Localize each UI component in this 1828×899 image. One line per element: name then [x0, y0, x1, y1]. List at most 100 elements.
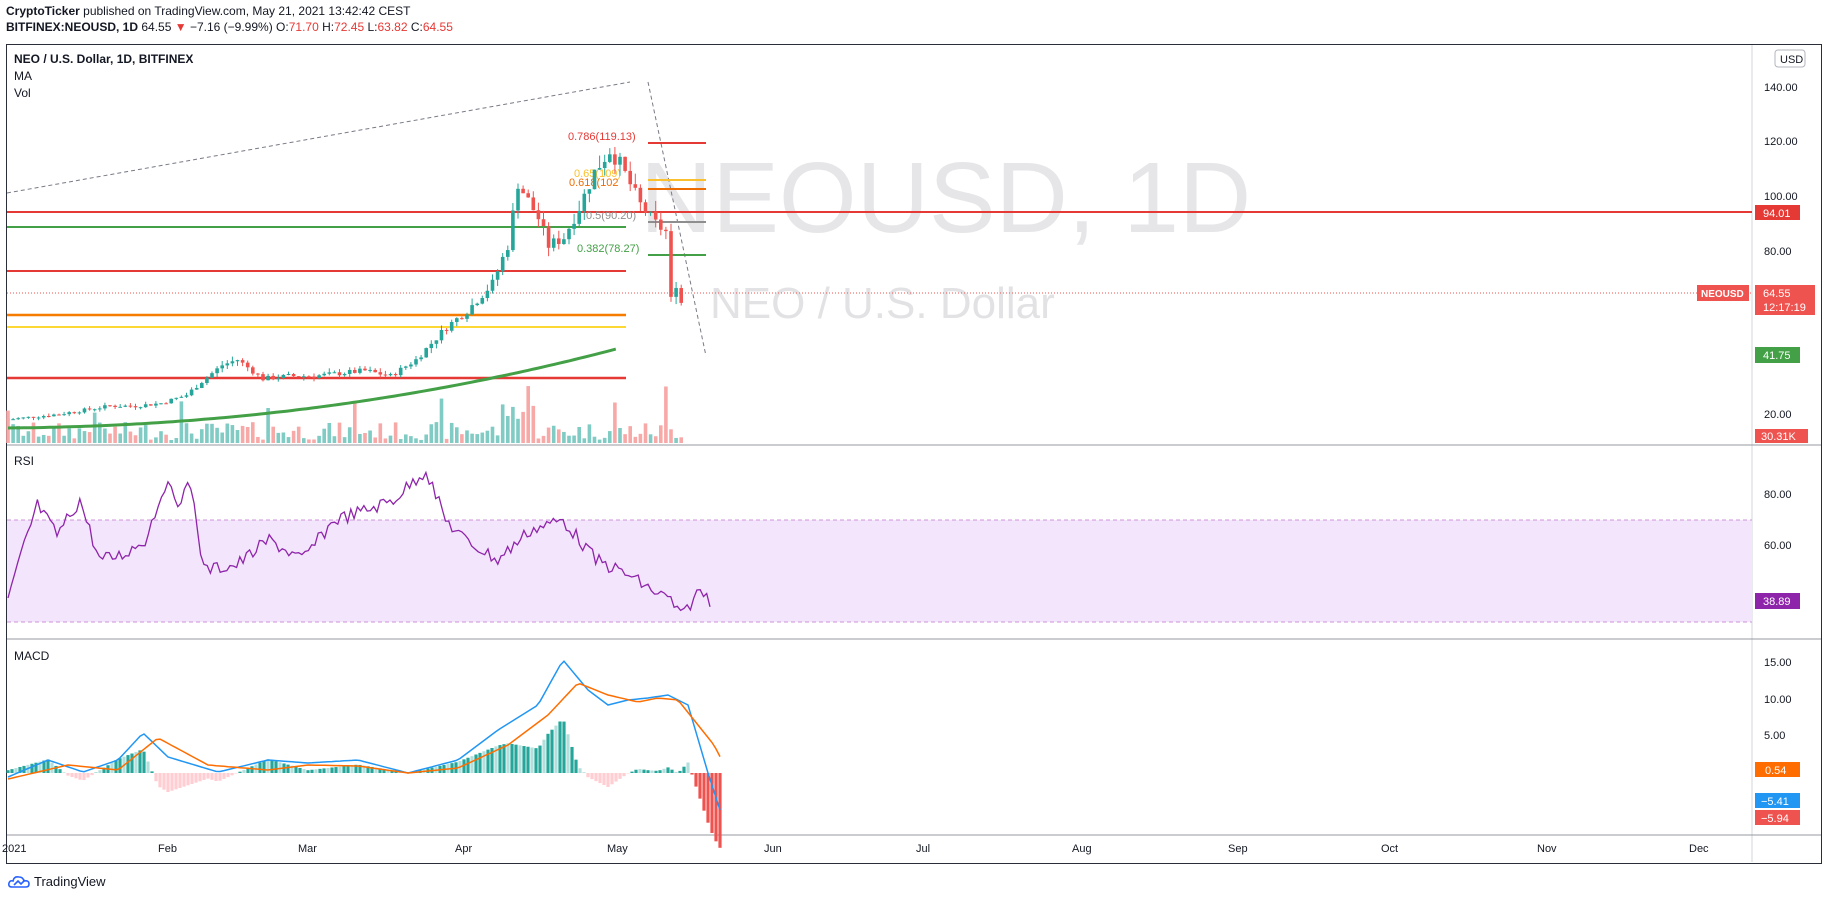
candle-body — [62, 414, 66, 416]
candle-body — [82, 408, 87, 413]
volume-value-text: 30.31K — [1761, 431, 1797, 443]
volume-bar — [383, 438, 388, 443]
macd-histogram-bar — [330, 767, 334, 773]
volume-bar — [567, 435, 571, 443]
macd-histogram-bar — [630, 771, 634, 773]
time-label-oct: Oct — [1381, 843, 1398, 855]
candle-body — [128, 405, 133, 407]
volume-bar — [342, 437, 347, 443]
candle-body — [414, 359, 418, 365]
volume-bar — [388, 435, 393, 443]
macd-histogram-bar — [230, 773, 234, 776]
chart-frame — [6, 44, 1822, 864]
publisher-name[interactable]: CryptoTicker — [6, 4, 80, 18]
volume-bar — [215, 427, 219, 443]
volume-bar — [480, 432, 485, 443]
macd-histogram-bar — [222, 773, 226, 779]
macd-histogram-bar — [202, 773, 206, 780]
volume-bar — [444, 438, 449, 443]
candle-body — [251, 367, 255, 374]
macd-histogram-bar — [162, 773, 166, 790]
candle-body — [92, 409, 97, 411]
macd-histogram-bar — [238, 771, 242, 773]
trend-dashed-line — [6, 81, 631, 194]
candle-body — [113, 405, 117, 408]
volume-bar — [674, 437, 678, 443]
candle-body — [404, 366, 408, 368]
volume-bar — [363, 432, 367, 443]
macd-histogram-bar — [174, 773, 178, 790]
time-label-apr: Apr — [455, 843, 472, 855]
volume-bar — [164, 434, 168, 443]
volume-bar — [57, 423, 61, 443]
macd-histogram-bar — [182, 773, 186, 787]
macd-histogram-bar — [306, 770, 310, 773]
price-tick-20: 20.00 — [1764, 409, 1792, 421]
macd-histogram-bar — [686, 762, 690, 773]
volume-bar — [174, 438, 179, 443]
rsi-line — [7, 470, 711, 612]
volume-bar — [628, 426, 632, 443]
macd-histogram-bar — [298, 767, 302, 773]
ma-value-text: 41.75 — [1763, 350, 1791, 362]
macd-histogram-bar — [562, 721, 566, 773]
macd-histogram-bar — [214, 773, 218, 782]
price-tick-140: 140.00 — [1764, 82, 1798, 94]
indicator-label-ma[interactable]: MA — [14, 69, 32, 83]
candle-body — [312, 376, 316, 378]
rsi-pane-title[interactable]: RSI — [14, 454, 34, 468]
macd-histogram-bar — [218, 773, 222, 781]
candle-body — [511, 210, 515, 251]
volume-bar — [470, 433, 474, 443]
macd-histogram-bar — [294, 766, 298, 773]
candle-body — [521, 188, 525, 194]
macd-pane-title[interactable]: MACD — [14, 649, 50, 663]
macd-histogram-bar — [634, 769, 638, 773]
macd-histogram-bar — [578, 768, 582, 773]
macd-signal-line — [7, 683, 721, 780]
candle-body — [31, 416, 36, 418]
macd-histogram-bar — [130, 753, 134, 773]
macd-tick-15: 15.00 — [1764, 657, 1792, 669]
macd-histogram-bar — [326, 767, 330, 773]
candle-body — [419, 357, 423, 360]
volume-bar — [169, 439, 173, 443]
candle-body — [322, 373, 326, 376]
volume-bar — [36, 436, 41, 443]
macd-histogram-bar — [462, 759, 466, 773]
volume-bar — [230, 425, 235, 443]
rsi-band — [7, 520, 1752, 622]
volume-bar — [419, 439, 423, 443]
macd-histogram-bar — [554, 725, 558, 773]
symbol-line[interactable]: BITFINEX:NEOUSD, 1D — [6, 20, 139, 34]
macd-histogram-bar — [98, 770, 102, 773]
candle-body — [398, 367, 403, 376]
candle-body — [26, 416, 31, 418]
macd-histogram-bar — [390, 770, 394, 773]
volume-bar — [638, 433, 643, 443]
indicator-label-vol[interactable]: Vol — [14, 86, 31, 100]
volume-bar — [245, 427, 250, 443]
main-pane-title[interactable]: NEO / U.S. Dollar, 1D, BITFINEX — [14, 52, 193, 66]
volume-bar — [271, 426, 275, 443]
candle-body — [582, 193, 587, 211]
macd-histogram-bar — [114, 760, 118, 773]
volume-bar — [551, 425, 556, 443]
candle-body — [210, 373, 214, 378]
time-label-jun: Jun — [764, 843, 782, 855]
volume-bar — [582, 438, 587, 443]
candle-body — [546, 226, 551, 248]
macd-histogram-bar — [158, 773, 162, 788]
currency-badge[interactable] — [1774, 49, 1806, 68]
macd-histogram-bar — [362, 765, 366, 773]
signal-value-marker — [1755, 762, 1800, 777]
candle-body — [597, 168, 602, 170]
macd-histogram-bar — [66, 773, 70, 776]
macd-histogram-bar — [170, 773, 174, 791]
candle-body — [592, 169, 597, 190]
close-label: C: — [410, 20, 423, 34]
candle-body — [526, 193, 530, 198]
candle-body — [383, 374, 388, 376]
tradingview-footer[interactable]: TradingView — [8, 874, 106, 889]
